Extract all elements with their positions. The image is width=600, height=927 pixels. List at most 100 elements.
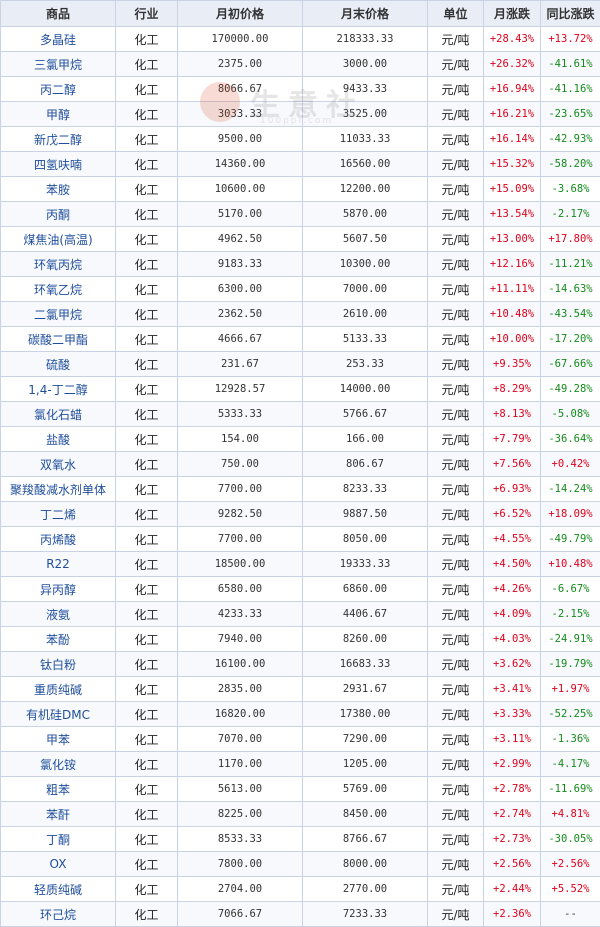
monthly-change-cell: +12.16% bbox=[483, 251, 541, 277]
monthly-change-cell: +4.09% bbox=[483, 601, 541, 627]
product-name-link[interactable]: 丁酮 bbox=[0, 826, 116, 852]
product-name-link[interactable]: 环己烷 bbox=[0, 901, 116, 927]
unit-cell: 元/吨 bbox=[427, 101, 484, 127]
unit-cell: 元/吨 bbox=[427, 726, 484, 752]
yoy-change-cell: -42.93% bbox=[540, 126, 600, 152]
industry-cell: 化工 bbox=[115, 801, 178, 827]
industry-cell: 化工 bbox=[115, 226, 178, 252]
table-row: 异丙醇 化工 6580.00 6860.00 元/吨 +4.26% -6.67% bbox=[0, 576, 600, 602]
unit-cell: 元/吨 bbox=[427, 901, 484, 927]
col-header-yoy-change[interactable]: 同比涨跌 bbox=[540, 0, 600, 27]
product-name-link[interactable]: 重质纯碱 bbox=[0, 676, 116, 702]
product-name-link[interactable]: 氯化石蜡 bbox=[0, 401, 116, 427]
start-price-cell: 4233.33 bbox=[177, 601, 303, 627]
yoy-change-cell: -4.17% bbox=[540, 751, 600, 777]
end-price-cell: 9887.50 bbox=[302, 501, 428, 527]
end-price-cell: 8000.00 bbox=[302, 851, 428, 877]
industry-cell: 化工 bbox=[115, 551, 178, 577]
product-name-link[interactable]: 硫酸 bbox=[0, 351, 116, 377]
industry-cell: 化工 bbox=[115, 876, 178, 902]
product-name-link[interactable]: 盐酸 bbox=[0, 426, 116, 452]
product-name-link[interactable]: 新戊二醇 bbox=[0, 126, 116, 152]
unit-cell: 元/吨 bbox=[427, 851, 484, 877]
start-price-cell: 9183.33 bbox=[177, 251, 303, 277]
start-price-cell: 5170.00 bbox=[177, 201, 303, 227]
yoy-change-cell: +4.81% bbox=[540, 801, 600, 827]
monthly-change-cell: +2.78% bbox=[483, 776, 541, 802]
table-row: 苯胺 化工 10600.00 12200.00 元/吨 +15.09% -3.68% bbox=[0, 176, 600, 202]
end-price-cell: 9433.33 bbox=[302, 76, 428, 102]
industry-cell: 化工 bbox=[115, 76, 178, 102]
product-name-link[interactable]: 丁二烯 bbox=[0, 501, 116, 527]
col-header-end-price[interactable]: 月末价格 bbox=[302, 0, 428, 27]
product-name-link[interactable]: 粗苯 bbox=[0, 776, 116, 802]
product-name-link[interactable]: 异丙醇 bbox=[0, 576, 116, 602]
end-price-cell: 17380.00 bbox=[302, 701, 428, 727]
table-row: 甲苯 化工 7070.00 7290.00 元/吨 +3.11% -1.36% bbox=[0, 726, 600, 752]
start-price-cell: 4666.67 bbox=[177, 326, 303, 352]
product-name-link[interactable]: 四氢呋喃 bbox=[0, 151, 116, 177]
monthly-change-cell: +4.26% bbox=[483, 576, 541, 602]
yoy-change-cell: -5.08% bbox=[540, 401, 600, 427]
product-name-link[interactable]: 苯酐 bbox=[0, 801, 116, 827]
product-name-link[interactable]: 钛白粉 bbox=[0, 651, 116, 677]
start-price-cell: 2375.00 bbox=[177, 51, 303, 77]
table-row: 液氨 化工 4233.33 4406.67 元/吨 +4.09% -2.15% bbox=[0, 601, 600, 627]
product-name-link[interactable]: 苯酚 bbox=[0, 626, 116, 652]
product-name-link[interactable]: 三氯甲烷 bbox=[0, 51, 116, 77]
yoy-change-cell: -23.65% bbox=[540, 101, 600, 127]
col-header-monthly-change[interactable]: 月涨跌 bbox=[483, 0, 541, 27]
product-name-link[interactable]: 丙酮 bbox=[0, 201, 116, 227]
product-name-link[interactable]: 甲醇 bbox=[0, 101, 116, 127]
start-price-cell: 5333.33 bbox=[177, 401, 303, 427]
unit-cell: 元/吨 bbox=[427, 326, 484, 352]
yoy-change-cell: -14.24% bbox=[540, 476, 600, 502]
product-name-link[interactable]: 多晶硅 bbox=[0, 26, 116, 52]
start-price-cell: 8533.33 bbox=[177, 826, 303, 852]
yoy-change-cell: -6.67% bbox=[540, 576, 600, 602]
product-name-link[interactable]: 丙二醇 bbox=[0, 76, 116, 102]
product-name-link[interactable]: 甲苯 bbox=[0, 726, 116, 752]
unit-cell: 元/吨 bbox=[427, 126, 484, 152]
product-name-link[interactable]: 丙烯酸 bbox=[0, 526, 116, 552]
industry-cell: 化工 bbox=[115, 751, 178, 777]
product-name-link[interactable]: 二氯甲烷 bbox=[0, 301, 116, 327]
product-name-link[interactable]: 1,4-丁二醇 bbox=[0, 376, 116, 402]
col-header-unit[interactable]: 单位 bbox=[427, 0, 484, 27]
start-price-cell: 154.00 bbox=[177, 426, 303, 452]
product-name-link[interactable]: 碳酸二甲酯 bbox=[0, 326, 116, 352]
industry-cell: 化工 bbox=[115, 601, 178, 627]
industry-cell: 化工 bbox=[115, 451, 178, 477]
product-name-link[interactable]: 煤焦油(高温) bbox=[0, 226, 116, 252]
end-price-cell: 11033.33 bbox=[302, 126, 428, 152]
table-row: R22 化工 18500.00 19333.33 元/吨 +4.50% +10.48% bbox=[0, 551, 600, 577]
col-header-product[interactable]: 商品 bbox=[0, 0, 116, 27]
yoy-change-cell: -- bbox=[540, 901, 600, 927]
product-name-link[interactable]: OX bbox=[0, 851, 116, 877]
product-name-link[interactable]: 轻质纯碱 bbox=[0, 876, 116, 902]
monthly-change-cell: +3.62% bbox=[483, 651, 541, 677]
product-name-link[interactable]: 环氧丙烷 bbox=[0, 251, 116, 277]
col-header-industry[interactable]: 行业 bbox=[115, 0, 178, 27]
table-row: 1,4-丁二醇 化工 12928.57 14000.00 元/吨 +8.29% -49.28… bbox=[0, 376, 600, 402]
monthly-change-cell: +2.44% bbox=[483, 876, 541, 902]
product-name-link[interactable]: 环氧乙烷 bbox=[0, 276, 116, 302]
product-name-link[interactable]: 聚羧酸减水剂单体 bbox=[0, 476, 116, 502]
industry-cell: 化工 bbox=[115, 526, 178, 552]
product-name-link[interactable]: 双氧水 bbox=[0, 451, 116, 477]
monthly-change-cell: +15.32% bbox=[483, 151, 541, 177]
end-price-cell: 8766.67 bbox=[302, 826, 428, 852]
product-name-link[interactable]: R22 bbox=[0, 551, 116, 577]
col-header-start-price[interactable]: 月初价格 bbox=[177, 0, 303, 27]
product-name-link[interactable]: 液氨 bbox=[0, 601, 116, 627]
table-row: 聚羧酸减水剂单体 化工 7700.00 8233.33 元/吨 +6.93% -14.24% bbox=[0, 476, 600, 502]
industry-cell: 化工 bbox=[115, 351, 178, 377]
yoy-change-cell: -11.21% bbox=[540, 251, 600, 277]
yoy-change-cell: -49.28% bbox=[540, 376, 600, 402]
unit-cell: 元/吨 bbox=[427, 426, 484, 452]
product-name-link[interactable]: 有机硅DMC bbox=[0, 701, 116, 727]
product-name-link[interactable]: 氯化铵 bbox=[0, 751, 116, 777]
unit-cell: 元/吨 bbox=[427, 401, 484, 427]
product-name-link[interactable]: 苯胺 bbox=[0, 176, 116, 202]
